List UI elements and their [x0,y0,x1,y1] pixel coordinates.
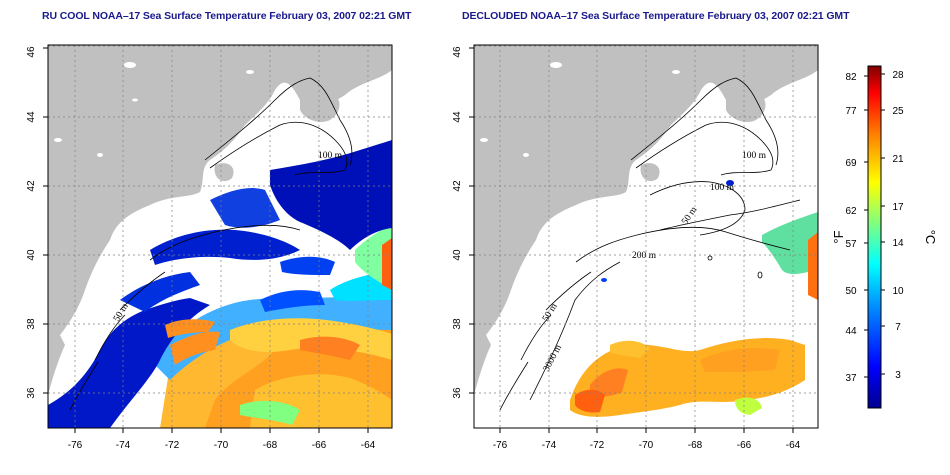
left-x-tick: -64 [361,440,376,451]
colorbar-f-tick: 50 [845,286,857,297]
colorbar-fahrenheit-unit: °F [831,230,846,243]
left-contours [69,77,353,411]
right-x-tick: -68 [688,440,703,451]
right-y-tick: 38 [452,318,463,330]
colorbar-f-tick: 37 [845,373,857,384]
left-x-tick: -66 [312,440,327,451]
colorbar-ticks-c [881,73,885,375]
left-x-tick: -70 [214,440,229,451]
colorbar-c-tick: 21 [892,154,904,165]
right-y-tick: 42 [452,180,463,192]
right-lakes [480,62,680,157]
left-gridlines [48,45,392,428]
colorbar-ticks-f [864,75,868,378]
right-y-tick: 40 [452,249,463,261]
left-lakes [54,62,254,157]
colorbar-c-tick: 14 [892,238,904,249]
left-sst-field [150,225,392,428]
right-map: 100 m 100 m 50 m 200 m 50 m 3000 m [474,45,818,428]
colorbar-c-tick: 28 [892,70,904,81]
right-contour-label-100m: 100 m [742,151,767,161]
right-y-tick: 46 [452,46,463,58]
left-y-tick: 44 [26,111,37,123]
right-y-axis [469,47,474,394]
left-map: 100 m 50 m [48,45,392,428]
colorbar-f-tick: 69 [845,158,857,169]
left-x-tick: -68 [263,440,278,451]
right-x-axis [499,428,794,433]
left-map-frame [47,44,393,429]
colorbar-c-tick: 25 [892,106,904,117]
colorbar-f-tick: 44 [845,326,857,337]
colorbar-f-tick: 82 [845,72,857,83]
left-y-tick: 38 [26,318,37,330]
colorbar-f-tick: 77 [845,106,857,117]
left-x-axis [74,428,369,433]
left-contour-label-100m: 100 m [318,151,343,161]
right-contours [499,77,801,411]
right-contour-label-100m-inner: 100 m [710,183,735,193]
colorbar [867,65,882,409]
colorbar-celsius-unit: °C [923,230,938,245]
colorbar-f-tick: 57 [845,239,857,250]
colorbar-c-tick: 7 [895,322,901,333]
left-x-tick: -74 [116,440,131,451]
colorbar-c-tick: 17 [892,202,904,213]
right-contour-label-200m: 200 m [632,251,657,261]
left-x-tick: -72 [165,440,180,451]
left-cold-water [48,140,392,428]
right-map-title: DECLOUDED NOAA–17 Sea Surface Temperatur… [462,10,850,22]
right-gridlines [474,45,818,428]
left-map-title: RU COOL NOAA–17 Sea Surface Temperature … [42,10,412,22]
right-x-tick: -66 [737,440,752,451]
left-y-axis [43,47,48,394]
right-x-tick: -64 [786,440,801,451]
left-y-tick: 36 [26,387,37,399]
right-land [474,45,818,395]
right-sst-field [570,180,818,417]
right-x-tick: -76 [493,440,508,451]
right-y-tick: 36 [452,387,463,399]
right-x-tick: -70 [639,440,654,451]
right-x-tick: -74 [542,440,557,451]
left-y-tick: 40 [26,249,37,261]
right-y-tick: 44 [452,111,463,123]
right-x-tick: -72 [590,440,605,451]
left-x-tick: -76 [68,440,83,451]
left-y-tick: 46 [26,46,37,58]
left-y-tick: 42 [26,180,37,192]
colorbar-f-tick: 62 [845,206,857,217]
colorbar-c-tick: 3 [895,370,901,381]
colorbar-c-tick: 10 [892,286,904,297]
